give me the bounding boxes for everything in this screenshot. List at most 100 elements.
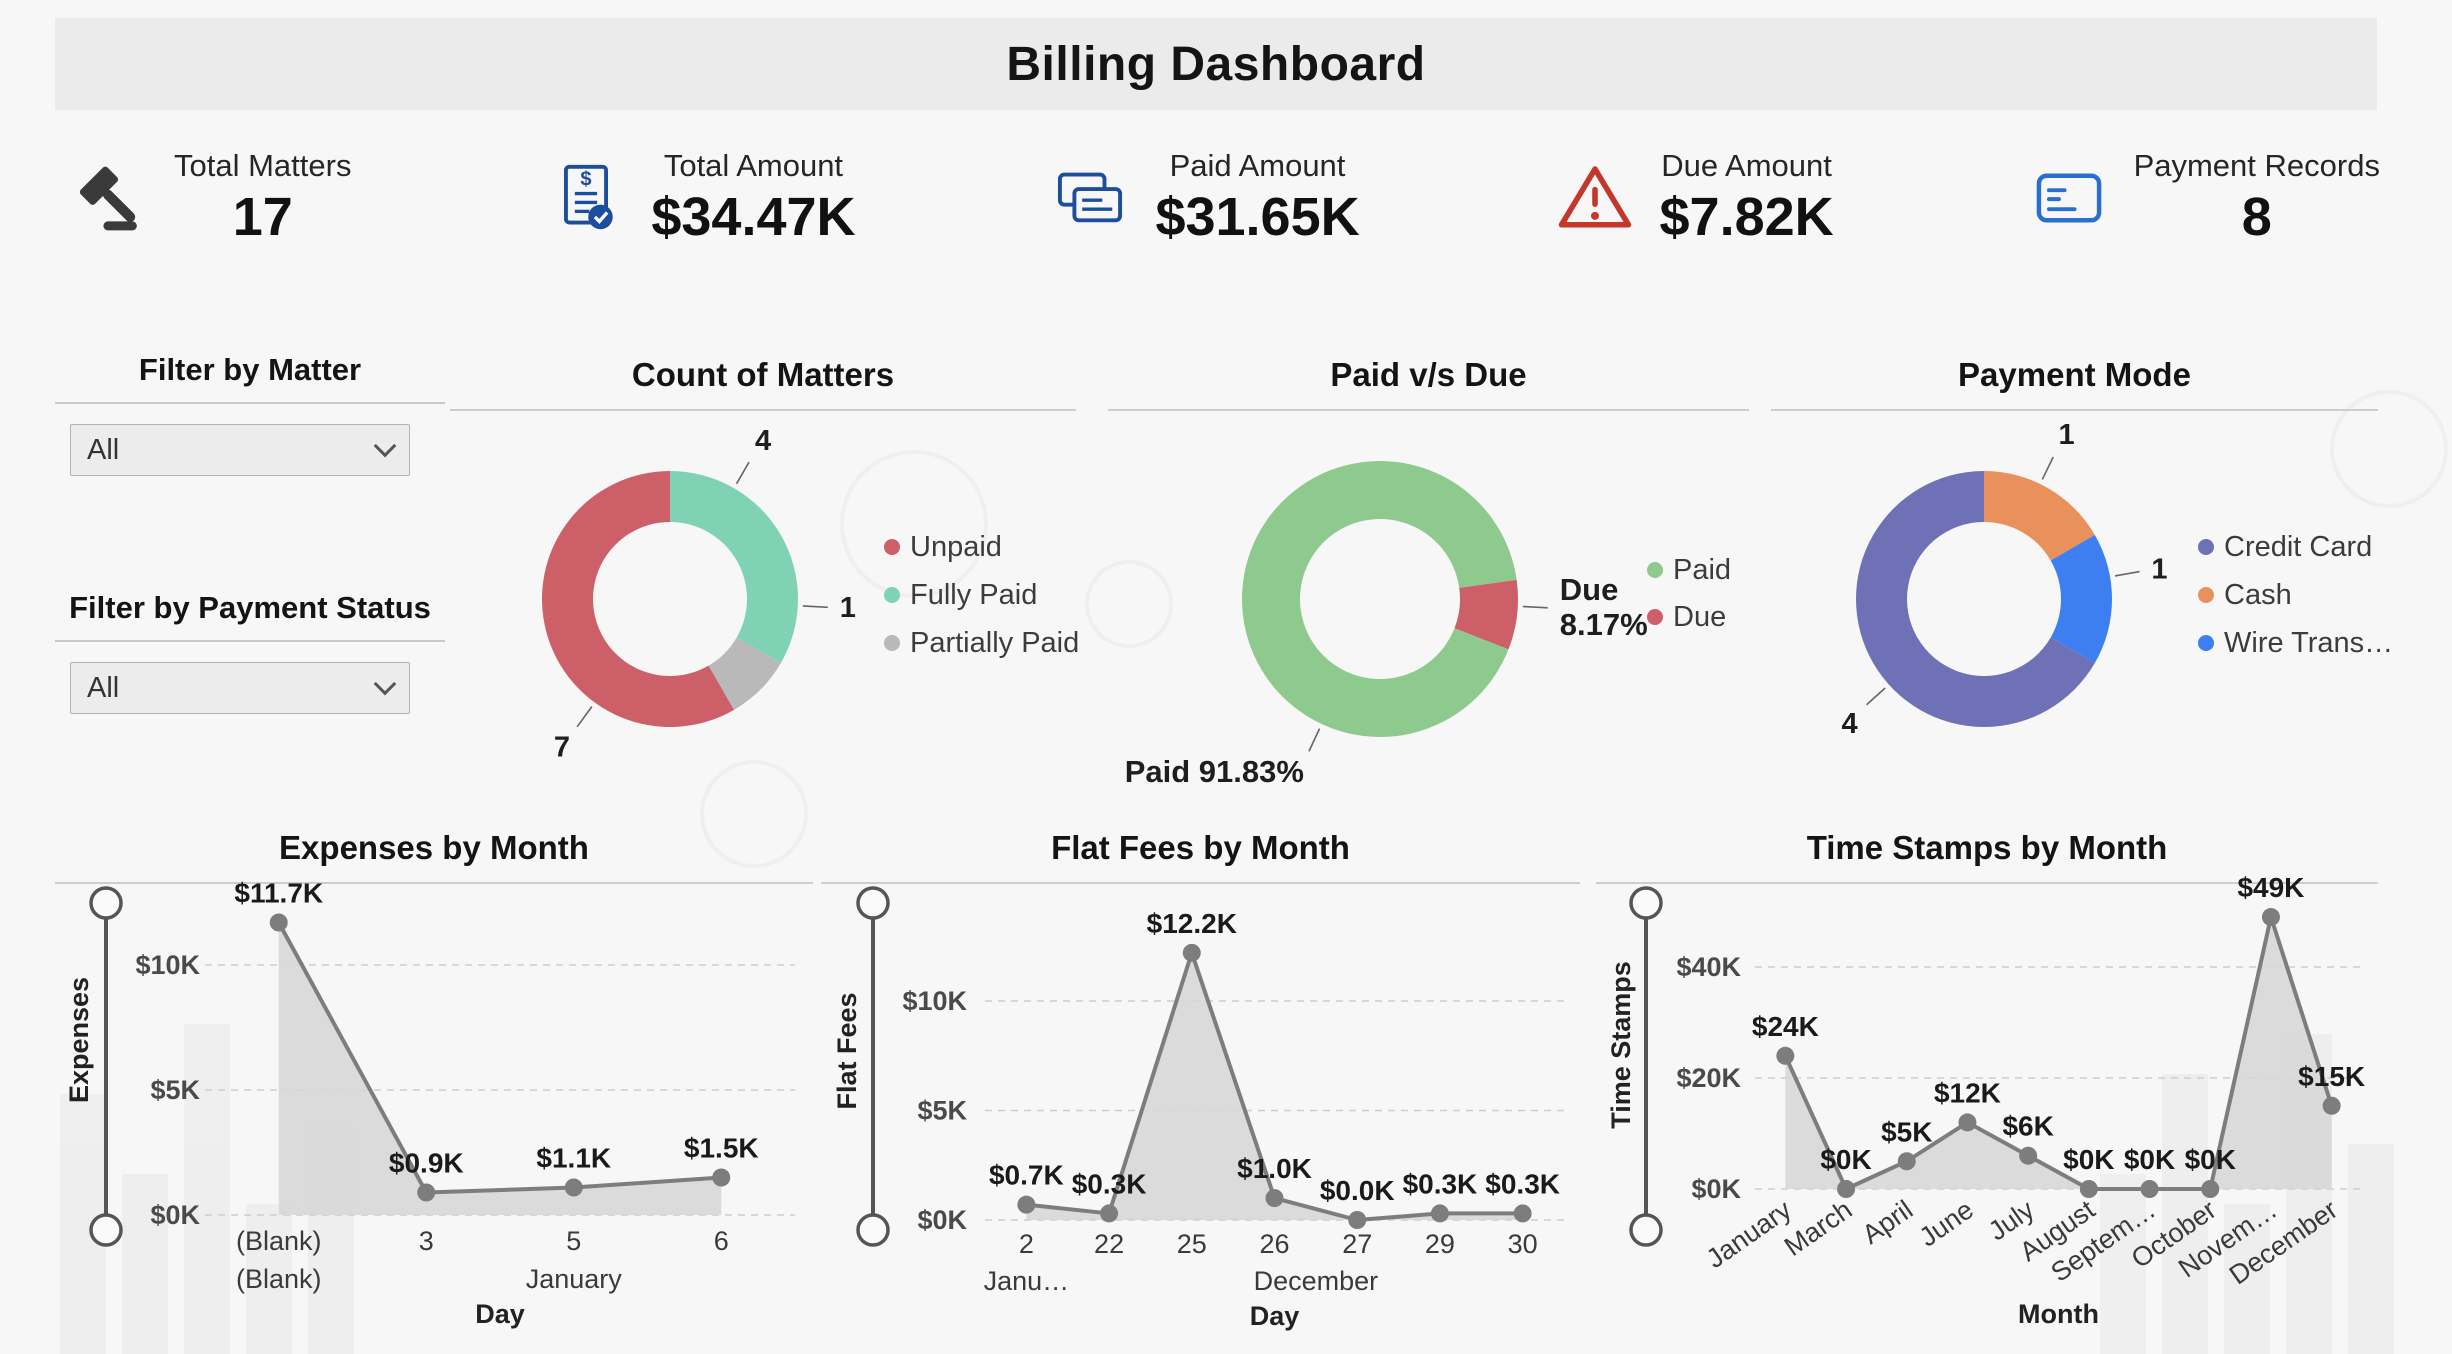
- slider-handle[interactable]: [1629, 886, 1663, 920]
- data-label: $1.0K: [1237, 1153, 1312, 1184]
- donut-segment-cash[interactable]: [1984, 471, 2095, 561]
- x-tick: 27: [1342, 1229, 1372, 1259]
- data-point[interactable]: [1100, 1204, 1119, 1223]
- data-point[interactable]: [1348, 1211, 1367, 1229]
- data-point[interactable]: [1513, 1204, 1532, 1223]
- data-point[interactable]: [2019, 1146, 2038, 1165]
- donut-segment-due[interactable]: [1454, 579, 1518, 650]
- matter-filter-dropdown[interactable]: All: [70, 424, 410, 476]
- data-point[interactable]: [1182, 943, 1201, 962]
- legend-item-cash[interactable]: Cash: [2198, 579, 2292, 611]
- data-point[interactable]: [564, 1178, 583, 1197]
- slider-handle[interactable]: [856, 886, 890, 920]
- data-point[interactable]: [712, 1168, 731, 1187]
- x-tick: 30: [1508, 1229, 1538, 1259]
- count-of-matters-donut: 4 1 7 Unpaid Fully Paid Partially Paid: [542, 425, 1079, 764]
- data-point[interactable]: [2322, 1096, 2341, 1115]
- x-axis-title: Day: [475, 1299, 525, 1329]
- legend-label: Fully Paid: [910, 579, 1037, 611]
- kpi-paid-amount: Paid Amount $31.65K: [1051, 148, 1360, 248]
- time-stamps-by-month-chart: $0K $20K $40K $24K $0K $5K$12K$6K $0K $0K $0K $49…: [1606, 872, 2365, 1329]
- legend-item-due[interactable]: Due: [1647, 601, 1726, 633]
- donut-data-label: 7: [554, 732, 570, 764]
- data-label: $0.3K: [1485, 1168, 1560, 1199]
- donut-segment-wire-trans[interactable]: [2050, 535, 2112, 663]
- kpi-value: 17: [232, 187, 293, 247]
- data-point[interactable]: [1265, 1189, 1284, 1208]
- legend-swatch: [884, 539, 900, 555]
- x-tick: 26: [1259, 1229, 1289, 1259]
- x-tick: 22: [1094, 1229, 1124, 1259]
- data-point[interactable]: [1837, 1180, 1856, 1198]
- data-label: $5K: [1881, 1116, 1932, 1147]
- kpi-value: 8: [2241, 187, 2272, 247]
- legend-item-unpaid[interactable]: Unpaid: [884, 531, 1002, 563]
- data-label: $0K: [2124, 1144, 2175, 1175]
- donut-segment-fully-paid[interactable]: [670, 471, 798, 663]
- donut-data-label: 4: [755, 425, 771, 457]
- legend-item-credit-card[interactable]: Credit Card: [2198, 531, 2372, 563]
- legend-swatch: [2198, 635, 2214, 651]
- x-tick: 2: [1019, 1229, 1034, 1259]
- x-tick: March: [1779, 1194, 1858, 1262]
- legend-item-paid[interactable]: Paid: [1647, 554, 1731, 586]
- trend-line: [1783, 915, 2334, 1191]
- x-group-label: December: [1254, 1266, 1379, 1296]
- chart-title-flat-fees-by-month: Flat Fees by Month: [821, 829, 1580, 884]
- label-leader-line: [576, 706, 593, 728]
- slider-handle[interactable]: [1629, 1213, 1663, 1247]
- data-label: $0.0K: [1320, 1175, 1395, 1206]
- donut-data-label: Paid 91.83%: [1125, 754, 1304, 789]
- donut-segment-partially-paid[interactable]: [708, 637, 781, 710]
- data-point[interactable]: [269, 913, 288, 932]
- filter-by-matter: Filter by Matter All: [55, 352, 445, 476]
- kpi-label: Paid Amount: [1169, 148, 1346, 183]
- slider-handle[interactable]: [89, 886, 123, 920]
- data-point[interactable]: [417, 1183, 436, 1202]
- x-group-label: January: [526, 1264, 623, 1294]
- range-slider[interactable]: [89, 886, 123, 1247]
- data-point[interactable]: [2261, 908, 2280, 927]
- y-axis-title: Time Stamps: [1606, 961, 1636, 1129]
- donut-segment-paid[interactable]: [1241, 461, 1517, 738]
- slider-handle[interactable]: [856, 1213, 890, 1247]
- label-leader-line: [1308, 728, 1321, 752]
- dropdown-value: All: [87, 671, 120, 704]
- donut-segment-credit-card[interactable]: [1856, 471, 2095, 727]
- chart-title-payment-mode: Payment Mode: [1771, 356, 2378, 411]
- label-leader-line: [735, 461, 750, 485]
- data-point[interactable]: [1430, 1204, 1449, 1223]
- kpi-label: Due Amount: [1661, 148, 1832, 183]
- invoice-icon: $: [564, 164, 614, 230]
- legend-swatch: [1647, 609, 1663, 625]
- area-fill: [278, 922, 722, 1215]
- data-label: $1.5K: [684, 1133, 759, 1164]
- page-title: Billing Dashboard: [1006, 37, 1426, 91]
- data-point[interactable]: [2079, 1180, 2098, 1198]
- kpi-label: Total Matters: [174, 148, 352, 183]
- range-slider[interactable]: [856, 886, 890, 1247]
- data-point[interactable]: [1776, 1046, 1795, 1065]
- legend-item-fully-paid[interactable]: Fully Paid: [884, 579, 1037, 611]
- legend-swatch: [1647, 562, 1663, 578]
- label-leader-line: [1866, 687, 1886, 706]
- kpi-due-amount: Due Amount $7.82K: [1556, 148, 1834, 248]
- donut-segment-unpaid[interactable]: [542, 471, 734, 728]
- data-point[interactable]: [1017, 1195, 1036, 1214]
- legend-label: Unpaid: [910, 531, 1002, 563]
- y-tick: $20K: [1676, 1063, 1741, 1093]
- range-slider[interactable]: [1629, 886, 1663, 1247]
- data-point[interactable]: [1897, 1152, 1916, 1171]
- gavel-icon: [79, 166, 137, 231]
- data-point[interactable]: [2140, 1180, 2159, 1198]
- legend-item-partially-paid[interactable]: Partially Paid: [884, 627, 1079, 659]
- legend-swatch: [884, 635, 900, 651]
- data-point[interactable]: [2201, 1180, 2220, 1198]
- filter-by-payment-status: Filter by Payment Status All: [55, 590, 445, 714]
- data-point[interactable]: [1958, 1113, 1977, 1132]
- legend-label: Wire Trans…: [2224, 627, 2393, 659]
- payment-status-filter-dropdown[interactable]: All: [70, 662, 410, 714]
- label-leader-line: [2041, 456, 2054, 480]
- legend-item-wire-trans[interactable]: Wire Trans…: [2198, 627, 2393, 659]
- slider-handle[interactable]: [89, 1213, 123, 1247]
